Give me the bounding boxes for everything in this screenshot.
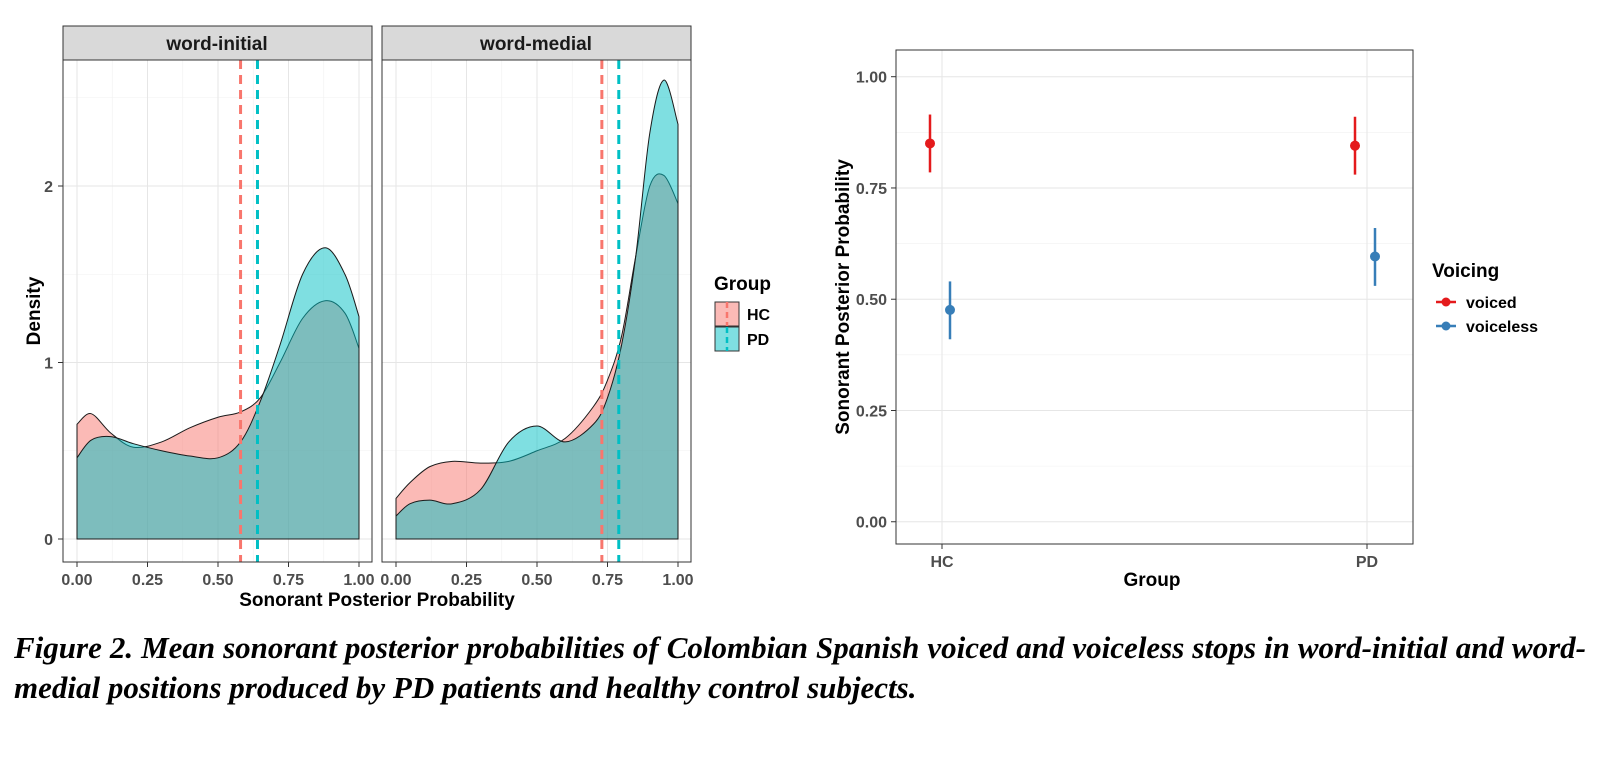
point-marks [925, 114, 1380, 340]
density-x-tick-label: 1.00 [662, 572, 693, 589]
density-y-tick-label: 2 [44, 179, 53, 196]
areas-word-medial [395, 79, 679, 540]
density-x-tick-label: 1.00 [343, 572, 374, 589]
density-area-word-medial-pd [395, 79, 679, 540]
density-x-tick-label: 0.75 [273, 572, 304, 589]
facet-word-initial: word-initial [62, 25, 373, 563]
mean-point-voiced-hc [925, 138, 935, 149]
point-panel-border [895, 49, 1414, 545]
point-x-ticks: HC PD [930, 544, 1378, 571]
legend-label-pd: PD [747, 332, 769, 349]
legend-label-voiceless: voiceless [1466, 319, 1538, 336]
voicing-legend-title: Voicing [1432, 261, 1499, 282]
point-y-axis-title: Sonorant Posterior Probability [833, 159, 854, 435]
areas-word-initial [76, 247, 360, 540]
figure: word-initial word-medial 0 1 2 0.00 0.25 0.5… [24, 25, 1538, 611]
point-y-tick-label: 0.50 [856, 292, 887, 309]
voicing-legend: Voicing voiced voiceless [1432, 261, 1538, 336]
point-grid [896, 50, 1413, 544]
density-x-tick-label: 0.00 [380, 572, 411, 589]
point-panel [896, 50, 1413, 544]
point-x-tick-label: HC [930, 554, 954, 571]
density-x-tick-label: 0.50 [202, 572, 233, 589]
point-y-tick-label: 1.00 [856, 70, 887, 87]
mean-point-voiced-pd [1350, 140, 1360, 151]
density-area-word-initial-pd [76, 247, 360, 540]
point-x-tick-label: PD [1356, 554, 1378, 571]
strip-word-medial [381, 25, 692, 61]
density-x-axis-title: Sonorant Posterior Probability [239, 590, 515, 611]
legend-label-hc: HC [747, 307, 771, 324]
legend-key-voiceless-point [1441, 321, 1451, 331]
mean-point-voiceless-hc [945, 304, 955, 315]
strip-word-initial [62, 25, 373, 61]
group-legend: Group HC PD [714, 274, 771, 352]
density-y-tick-label: 0 [44, 532, 53, 549]
density-x-tick-label: 0.50 [521, 572, 552, 589]
density-y-axis-title: Density [24, 276, 45, 345]
point-y-tick-label: 0.25 [856, 403, 887, 420]
density-x-tick-label: 0.75 [592, 572, 623, 589]
figure-caption: Figure 2. Mean sonorant posterior probab… [14, 630, 1586, 705]
point-y-ticks: 0.00 0.25 0.50 0.75 1.00 [856, 70, 896, 532]
density-y-tick-label: 1 [44, 356, 53, 373]
density-chart: word-initial word-medial 0 1 2 0.00 0.25 0.5… [24, 25, 771, 611]
point-x-axis-title: Group [1124, 570, 1181, 591]
legend-key-voiced-point [1441, 297, 1451, 307]
strip-label-word-initial: word-initial [165, 34, 267, 55]
means-word-initial [239, 60, 259, 562]
legend-label-voiced: voiced [1466, 295, 1517, 312]
point-y-tick-label: 0.00 [856, 515, 887, 532]
density-x-tick-label: 0.25 [451, 572, 482, 589]
density-y-ticks: 0 1 2 [44, 179, 63, 549]
density-x-tick-label: 0.25 [132, 572, 163, 589]
facet-word-medial: word-medial [381, 25, 692, 563]
mean-point-voiceless-pd [1370, 251, 1380, 262]
density-x-tick-label: 0.00 [61, 572, 92, 589]
group-legend-title: Group [714, 274, 771, 295]
point-y-tick-label: 0.75 [856, 181, 887, 198]
point-range-chart: 0.00 0.25 0.50 0.75 1.00 HC PD Group Sonorant… [833, 49, 1538, 591]
density-x-ticks: 0.00 0.25 0.50 0.75 1.00 0.00 0.25 0.50 0.75 1.00 [61, 562, 694, 589]
strip-label-word-medial: word-medial [479, 34, 592, 55]
means-word-medial [600, 60, 621, 562]
